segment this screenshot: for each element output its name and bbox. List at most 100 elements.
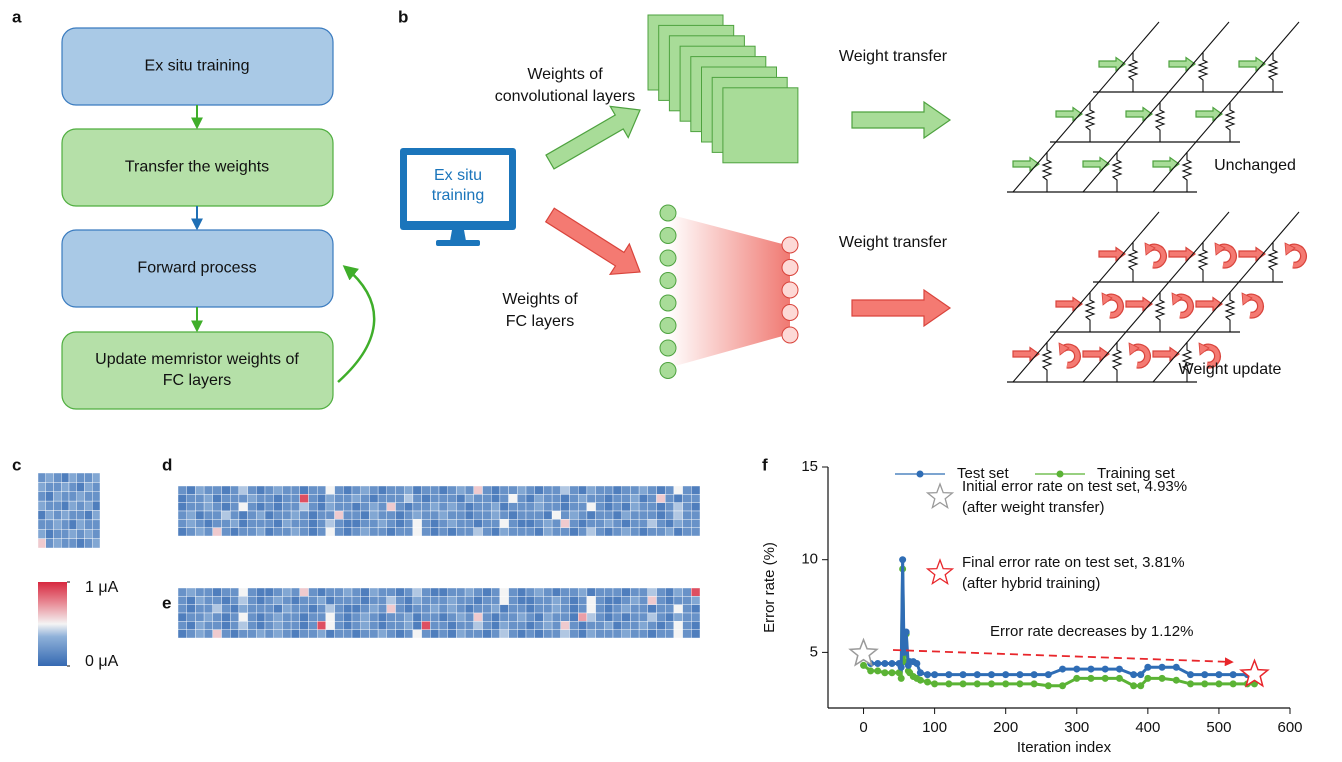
- heat-cell: [335, 511, 344, 519]
- heat-cell: [282, 511, 291, 519]
- heat-cell: [222, 588, 231, 596]
- heat-cell: [665, 486, 674, 494]
- series-point: [1130, 671, 1137, 678]
- heat-cell: [691, 588, 700, 596]
- heat-cell: [239, 613, 248, 621]
- heat-cell: [604, 588, 613, 596]
- heat-cell: [178, 494, 187, 502]
- heat-cell: [282, 503, 291, 511]
- heat-cell: [691, 494, 700, 502]
- heat-cell: [604, 528, 613, 536]
- heat-cell: [85, 511, 93, 520]
- input-neuron: [660, 363, 676, 379]
- series-point: [1159, 675, 1166, 682]
- heat-cell: [691, 511, 700, 519]
- heat-cell: [335, 613, 344, 621]
- heat-cell: [648, 486, 657, 494]
- heat-cell: [248, 621, 257, 629]
- memristor: [1183, 152, 1191, 192]
- memristor: [1129, 242, 1137, 282]
- heat-cell: [195, 588, 204, 596]
- heat-cell: [326, 519, 335, 527]
- series-point: [917, 669, 924, 676]
- heat-cell: [413, 503, 422, 511]
- heat-cell: [474, 588, 483, 596]
- heat-cell: [265, 630, 274, 638]
- heat-cell: [265, 494, 274, 502]
- memristor: [1199, 52, 1207, 92]
- heat-cell: [570, 605, 579, 613]
- heat-cell: [46, 482, 54, 491]
- series-point: [960, 680, 967, 687]
- heat-cell: [204, 621, 213, 629]
- heat-cell: [422, 494, 431, 502]
- series-point: [1215, 671, 1222, 678]
- heat-cell: [352, 519, 361, 527]
- heat-cell: [474, 528, 483, 536]
- heat-cell: [465, 503, 474, 511]
- heat-cell: [491, 621, 500, 629]
- heat-cell: [474, 596, 483, 604]
- panel-label: b: [398, 7, 408, 26]
- series-point: [931, 680, 938, 687]
- heat-cell: [430, 503, 439, 511]
- heat-cell: [604, 621, 613, 629]
- fc-weights: [668, 214, 790, 368]
- heat-cell: [378, 588, 387, 596]
- heat-cell: [352, 621, 361, 629]
- heat-cell: [335, 519, 344, 527]
- heat-cell: [630, 621, 639, 629]
- heat-cell: [204, 605, 213, 613]
- heat-cell: [604, 511, 613, 519]
- heat-cell: [265, 613, 274, 621]
- series-point: [945, 671, 952, 678]
- heat-cell: [604, 486, 613, 494]
- series-point: [1045, 682, 1052, 689]
- heat-cell: [665, 503, 674, 511]
- heat-cell: [248, 486, 257, 494]
- heat-cell: [309, 613, 318, 621]
- heat-cell: [38, 473, 46, 482]
- heat-cell: [239, 630, 248, 638]
- heat-cell: [195, 503, 204, 511]
- heat-cell: [195, 511, 204, 519]
- heat-cell: [204, 519, 213, 527]
- heat-cell: [413, 621, 422, 629]
- heat-cell: [213, 613, 222, 621]
- heat-cell: [178, 519, 187, 527]
- heat-cell: [248, 613, 257, 621]
- heat-cell: [630, 630, 639, 638]
- heat-cell: [317, 494, 326, 502]
- heat-cell: [317, 613, 326, 621]
- heat-cell: [674, 588, 683, 596]
- heat-cell: [596, 494, 605, 502]
- heat-cell: [178, 596, 187, 604]
- heat-cell: [326, 621, 335, 629]
- heat-cell: [248, 503, 257, 511]
- heat-cell: [483, 605, 492, 613]
- heat-cell: [404, 511, 413, 519]
- heat-cell: [369, 630, 378, 638]
- heat-cell: [222, 494, 231, 502]
- block-arrow: [1169, 58, 1195, 71]
- heat-cell: [187, 494, 196, 502]
- series-point: [874, 660, 881, 667]
- series-point: [1031, 671, 1038, 678]
- heat-cell: [396, 605, 405, 613]
- heat-cell: [430, 613, 439, 621]
- heat-cell: [561, 511, 570, 519]
- heat-cell: [674, 528, 683, 536]
- heat-cell: [465, 613, 474, 621]
- heat-cell: [500, 596, 509, 604]
- x-tick-label: 0: [859, 719, 867, 736]
- heat-cell: [213, 605, 222, 613]
- heat-cell: [578, 528, 587, 536]
- loop-arrow: [338, 267, 374, 382]
- heat-cell: [396, 519, 405, 527]
- heat-cell: [526, 596, 535, 604]
- heat-cell: [474, 486, 483, 494]
- input-neuron: [660, 228, 676, 244]
- heat-cell: [587, 486, 596, 494]
- heat-cell: [622, 519, 631, 527]
- heat-cell: [448, 519, 457, 527]
